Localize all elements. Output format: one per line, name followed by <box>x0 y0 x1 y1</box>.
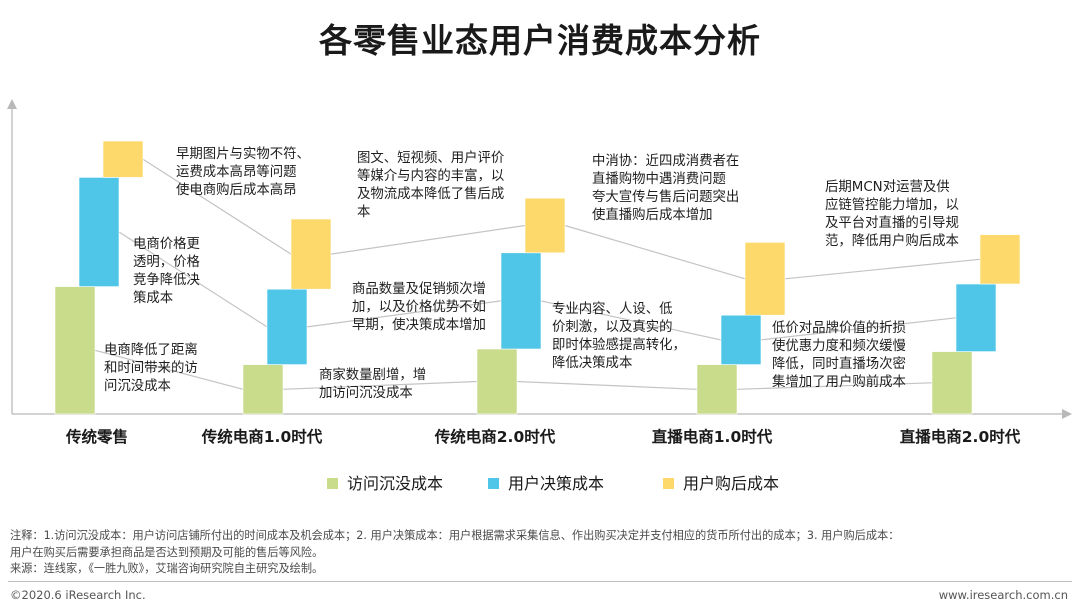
category-label: 传统零售 <box>65 427 128 446</box>
category-label: 传统电商2.0时代 <box>434 427 556 446</box>
connector-line <box>736 382 933 390</box>
annotation-text: 电商降低了距离 <box>104 341 198 358</box>
annotation-text: 应链管控能力增加，以 <box>825 196 959 213</box>
notes: 注释：1.访问沉没成本：用户访问店铺所付出的时间成本及机会成本；2. 用户决策成… <box>10 528 1072 578</box>
connector-line <box>516 380 698 390</box>
bar-visit <box>476 348 518 415</box>
connector-line <box>540 300 722 341</box>
legend-swatch <box>327 478 338 489</box>
connector-line <box>564 224 746 280</box>
annotation-text: 后期MCN对运营及供 <box>825 179 950 195</box>
annotation-text: 早期，使决策成本增加 <box>352 316 486 333</box>
connector-line <box>118 231 268 328</box>
connector-line <box>282 380 478 390</box>
x-axis-arrow <box>1062 409 1072 419</box>
connector-line <box>306 300 502 328</box>
annotation-text: 加访问沉没成本 <box>319 385 413 401</box>
source-line: 来源：连线家，《一胜九败》，艾瑞咨询研究院自主研究及绘制。 <box>10 562 324 575</box>
copyright: ©2020.6 iResearch Inc. <box>10 588 146 602</box>
category-label: 直播电商1.0时代 <box>652 427 773 446</box>
annotation-text: 低价对品牌价值的折损 <box>772 319 906 336</box>
category-labels: 传统零售 传统电商1.0时代 传统电商2.0时代 直播电商1.0时代 直播电商2.0时代 <box>65 427 1021 446</box>
annotation-text: 使电商购后成本高昂 <box>176 181 297 198</box>
connector-line <box>142 158 292 255</box>
connector-line <box>760 317 957 341</box>
annotation-text: 范，降低用户购后成本 <box>825 232 959 249</box>
footer-divider <box>8 581 1072 582</box>
bar-visit <box>54 286 96 415</box>
bar-decision <box>955 283 997 352</box>
category-label: 直播电商2.0时代 <box>900 427 1021 446</box>
legend-label: 访问沉没成本 <box>347 474 443 493</box>
category-label: 传统电商1.0时代 <box>201 427 323 446</box>
annotation-text: 集增加了用户购前成本 <box>772 373 906 390</box>
annotation-text: 商品数量及促销频次增 <box>352 281 486 297</box>
bars <box>54 140 1021 415</box>
axes <box>7 99 1072 419</box>
chart-svg: 早期图片与实物不符、运费成本高昂等问题使电商购后成本高昂电商价格更透明，价格竞争… <box>7 99 1072 493</box>
annotation-text: 降低，同时直播场次密 <box>772 355 906 372</box>
bar-after <box>524 197 566 254</box>
chart-title: 各零售业态用户消费成本分析 <box>319 21 761 60</box>
annotation-text: 夸大宣传与售后问题突出 <box>592 189 739 205</box>
annotation-text: 使优惠力度和频次缓慢 <box>772 337 906 354</box>
bar-decision <box>500 252 542 350</box>
annotation-text: 策成本 <box>133 289 173 306</box>
annotation-text: 图文、短视频、用户评价 <box>357 149 504 166</box>
annotation-text: 即时体验感提高转化， <box>552 336 686 353</box>
annotation-text: 直播购物中遇消费问题 <box>592 171 726 187</box>
bar-decision <box>266 288 308 365</box>
annotation-text: 使直播购后成本增加 <box>592 206 713 223</box>
annotation-text: 及平台对直播的引导规 <box>825 215 959 231</box>
annotation-text: 早期图片与实物不符、 <box>176 146 310 162</box>
bar-after <box>979 234 1021 285</box>
legend: 访问沉没成本 用户决策成本 用户购后成本 <box>327 474 779 493</box>
note-line-1: 注释：1.访问沉没成本：用户访问店铺所付出的时间成本及机会成本；2. 用户决策成… <box>10 529 900 542</box>
legend-swatch <box>663 478 674 489</box>
y-axis-arrow <box>7 99 17 109</box>
annotation-text: 商家数量剧增，增 <box>319 366 426 383</box>
connector-line <box>330 224 526 255</box>
annotation-text: 透明，价格 <box>133 254 201 270</box>
annotations: 早期图片与实物不符、运费成本高昂等问题使电商购后成本高昂电商价格更透明，价格竞争… <box>104 146 959 401</box>
annotation-text: 和时间带来的访 <box>104 360 198 376</box>
bar-after <box>290 218 332 290</box>
annotation-text: 降低决策成本 <box>552 354 632 371</box>
annotation-text: 价刺激，以及真实的 <box>552 319 673 335</box>
connector-lines <box>94 158 981 390</box>
annotation-text: 问沉没成本 <box>104 378 171 394</box>
legend-swatch <box>488 478 499 489</box>
bar-visit <box>696 364 738 415</box>
annotation-text: 电商价格更 <box>133 236 200 252</box>
bar-decision <box>720 314 762 365</box>
legend-label: 用户购后成本 <box>683 474 779 493</box>
annotation-text: 中消协：近四成消费者在 <box>592 153 739 169</box>
connector-line <box>94 349 244 390</box>
annotation-text: 本 <box>357 204 370 220</box>
bar-decision <box>78 177 120 287</box>
bar-after <box>744 242 786 316</box>
bar-visit <box>931 351 973 415</box>
bar-after <box>102 140 144 178</box>
annotation-text: 等媒介与内容的丰富，以 <box>357 167 504 184</box>
annotation-text: 竞争降低决 <box>133 271 200 288</box>
annotation-text: 及物流成本降低了售后成 <box>357 186 504 202</box>
annotation-text: 加，以及价格优势不如 <box>352 299 486 315</box>
bar-visit <box>242 364 284 415</box>
annotation-text: 运费成本高昂等问题 <box>176 163 297 180</box>
legend-label: 用户决策成本 <box>508 474 604 493</box>
note-line-2: 用户在购买后需要承担商品是否达到预期及可能的售后等风险。 <box>10 545 324 559</box>
website: www.iresearch.com.cn <box>938 588 1068 602</box>
connector-line <box>784 258 981 280</box>
annotation-text: 专业内容、人设、低 <box>552 300 673 317</box>
